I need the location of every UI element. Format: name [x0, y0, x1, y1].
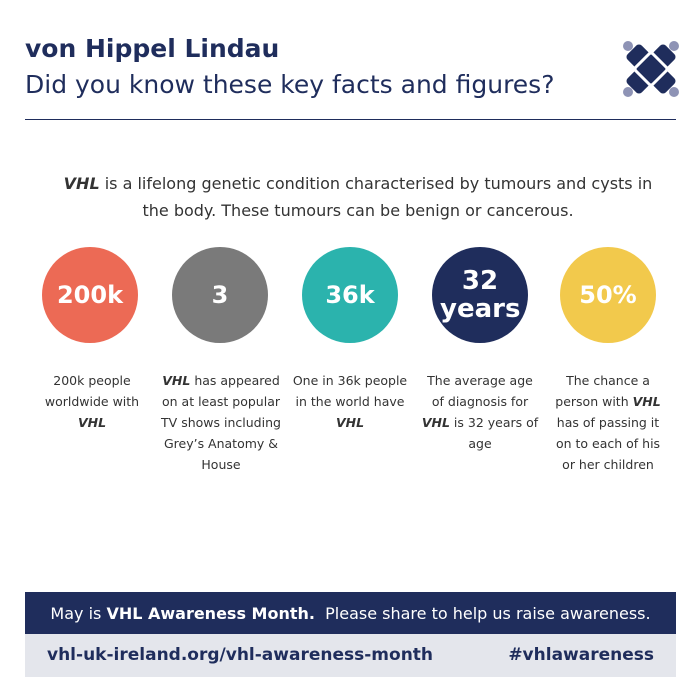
emphasis: VHL — [77, 415, 107, 430]
stat-description: One in 36k people in the world have VHL — [288, 370, 412, 433]
text: has appeared on at least popular TV show… — [161, 373, 281, 472]
stat-description: VHL has appeared on at least popular TV … — [160, 370, 282, 475]
stat-description: 200k people worldwide with VHL — [38, 370, 146, 433]
stat-figure: 3 — [211, 281, 229, 309]
stat-circle: 3 — [172, 247, 268, 343]
hashtag: #vhlawareness — [508, 645, 654, 665]
stat-figure: 50% — [579, 281, 637, 309]
stat-circle: 50% — [560, 247, 656, 343]
text: 200k people worldwide with — [44, 373, 140, 409]
url[interactable]: vhl-uk-ireland.org/vhl-awareness-month — [47, 645, 434, 665]
stat-circle: 200k — [42, 247, 138, 343]
logo — [623, 41, 679, 97]
title: von Hippel Lindau — [25, 34, 280, 63]
intro-emphasis: VHL — [63, 174, 100, 193]
text: The chance a person with — [555, 373, 650, 409]
stat-circle: 32 years — [432, 247, 528, 343]
banner-text: May is — [50, 603, 107, 623]
text: The average age of diagnosis for — [427, 373, 533, 409]
emphasis: VHL — [335, 415, 365, 430]
stat-circle: 36k — [302, 247, 398, 343]
banner: May is VHL Awareness Month. Please share… — [25, 592, 676, 634]
stat-description: The chance a person with VHL has of pass… — [552, 370, 664, 475]
banner-emphasis: VHL Awareness Month. — [106, 603, 315, 623]
text: has of passing it on to each of his or h… — [555, 415, 661, 472]
footer-strip: vhl-uk-ireland.org/vhl-awareness-month #… — [25, 634, 676, 677]
emphasis: VHL — [632, 394, 661, 409]
stat-figure: 32 years — [440, 266, 521, 324]
text: is 32 years of age — [449, 415, 539, 451]
stat-figure: 200k — [56, 281, 124, 309]
emphasis: VHL — [421, 415, 450, 430]
stat-figure: 36k — [325, 281, 375, 309]
divider — [25, 119, 676, 120]
intro: VHL is a lifelong genetic condition char… — [60, 170, 656, 224]
emphasis: VHL — [162, 373, 191, 388]
stat-description: The average age of diagnosis for VHL is … — [420, 370, 540, 454]
subtitle: Did you know these key facts and figures… — [25, 70, 555, 99]
intro-text: is a lifelong genetic condition characte… — [99, 174, 653, 220]
text: One in 36k people in the world have — [292, 373, 408, 409]
banner-text: Please share to help us raise awareness. — [314, 603, 651, 623]
